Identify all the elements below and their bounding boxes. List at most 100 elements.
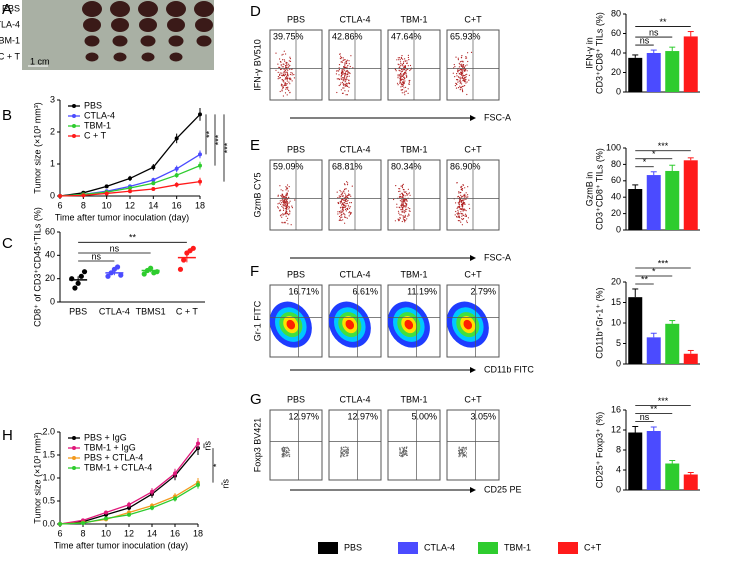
event	[286, 75, 288, 77]
point	[81, 269, 88, 275]
event	[342, 73, 344, 76]
photo-row-label: TBM-1	[0, 35, 20, 45]
event	[459, 78, 461, 80]
event	[288, 449, 291, 451]
event	[343, 190, 345, 192]
flow-y-label: Gr-1 FITC	[252, 300, 262, 341]
panel-label: C	[2, 235, 13, 252]
event	[286, 203, 289, 206]
event	[344, 75, 346, 77]
event	[277, 63, 279, 65]
event	[343, 84, 345, 87]
event	[403, 67, 405, 69]
event	[407, 56, 409, 59]
event	[335, 73, 337, 75]
legend-label: TBM-1	[84, 120, 111, 130]
event	[345, 62, 347, 64]
event	[342, 78, 344, 80]
event	[340, 450, 342, 452]
y-tick-label: 2	[50, 126, 55, 136]
event	[459, 89, 461, 91]
event	[460, 194, 462, 196]
event	[468, 79, 470, 81]
event	[403, 191, 405, 193]
event	[283, 71, 285, 73]
photo-row-label: CTLA-4	[0, 19, 20, 29]
event	[346, 66, 348, 68]
sig-label: *	[652, 266, 656, 276]
event	[406, 60, 408, 62]
legend-marker	[72, 466, 76, 470]
event	[469, 207, 471, 210]
legend-label: C + T	[84, 130, 107, 140]
event	[396, 206, 398, 208]
density	[463, 319, 473, 330]
y-tick-label: 20	[611, 276, 621, 286]
event	[288, 205, 290, 208]
event	[347, 452, 349, 454]
event	[346, 452, 348, 454]
event	[404, 69, 406, 71]
legend-label: TBM-1 + IgG	[84, 442, 136, 452]
event	[465, 452, 468, 454]
y-tick-label: 100	[606, 142, 621, 152]
legend-label: PBS + IgG	[84, 432, 127, 442]
sig-label: ***	[213, 134, 223, 145]
sig-label: ns	[640, 412, 650, 422]
event	[286, 450, 288, 453]
event	[285, 74, 287, 76]
event	[282, 205, 284, 207]
sig-label: *	[211, 463, 221, 467]
flow-percent: 80.34%	[391, 161, 422, 171]
event	[403, 206, 405, 208]
legend-label: TBM-1 + CTLA-4	[84, 462, 152, 472]
event	[343, 66, 345, 68]
event	[346, 450, 348, 452]
bar	[646, 337, 661, 364]
event	[409, 194, 411, 196]
flow-percent: 39.75%	[273, 31, 304, 41]
event	[342, 195, 344, 197]
y-tick-label: 3	[50, 94, 55, 104]
event	[467, 217, 469, 219]
event	[408, 59, 410, 61]
sig-label: *	[643, 157, 647, 167]
event	[280, 203, 282, 205]
event	[345, 80, 347, 82]
bar	[628, 189, 643, 230]
event	[402, 453, 404, 455]
event	[402, 197, 404, 199]
event	[402, 215, 404, 217]
event	[455, 87, 458, 89]
flow-x-label: CD11b FITC	[484, 364, 534, 374]
event	[284, 84, 286, 86]
event	[402, 203, 404, 205]
event	[338, 74, 340, 76]
bar	[646, 431, 661, 490]
event	[464, 215, 466, 217]
event	[286, 212, 289, 214]
event	[456, 182, 458, 184]
event	[402, 199, 404, 201]
event	[464, 193, 466, 195]
event	[284, 196, 286, 198]
flow-plot	[269, 409, 323, 481]
event	[286, 76, 288, 78]
event	[279, 66, 281, 69]
event	[340, 216, 342, 218]
event	[400, 57, 402, 60]
event	[462, 203, 464, 205]
event	[343, 205, 345, 207]
event	[285, 205, 287, 207]
sig-label: ns	[649, 27, 659, 37]
event	[404, 67, 407, 69]
event	[281, 85, 283, 87]
y-axis-label: CD3⁺CD8⁺ TILs (%)	[594, 148, 604, 230]
flow-title: PBS	[287, 14, 305, 24]
event	[336, 78, 338, 80]
event	[345, 84, 347, 86]
sig-label: **	[204, 130, 214, 138]
event	[342, 219, 344, 221]
event	[402, 85, 404, 87]
event	[282, 206, 284, 209]
